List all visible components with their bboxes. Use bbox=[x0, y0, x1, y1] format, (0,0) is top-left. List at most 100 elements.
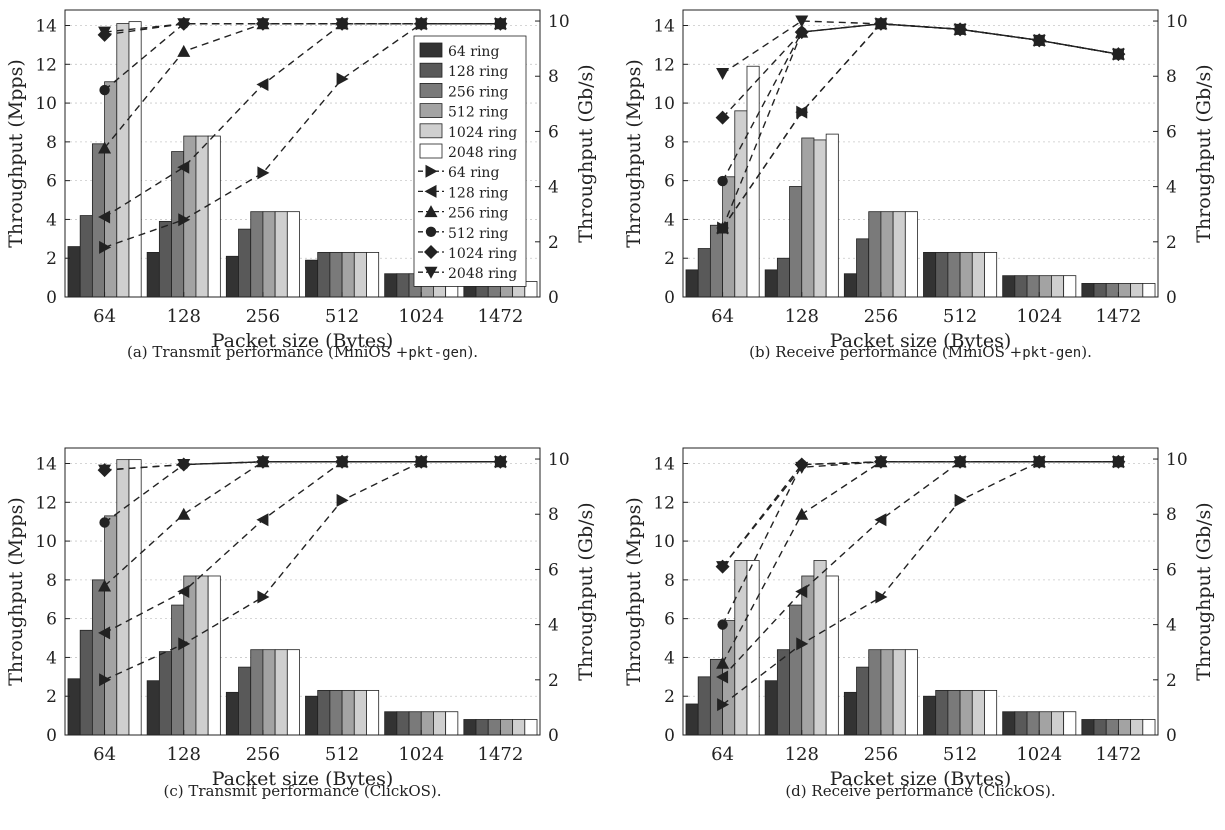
bar bbox=[709, 224, 723, 298]
y2-tick-label: 10 bbox=[548, 12, 570, 32]
bar bbox=[880, 649, 894, 736]
chart-panel-b: 0 2 4 6 8 10 12 14 0 2 4 6 8 10 64 128 256 512 1024 1472 Pac… bbox=[623, 9, 1215, 361]
bar bbox=[1142, 283, 1156, 298]
x-axis-label: Packet size (Bytes) bbox=[212, 330, 394, 352]
data-point bbox=[953, 456, 967, 469]
bar bbox=[329, 251, 343, 298]
plot-frame bbox=[64, 447, 541, 736]
bar bbox=[250, 649, 264, 736]
bar bbox=[1093, 283, 1107, 298]
y2-tick-label: 4 bbox=[548, 616, 559, 636]
bar bbox=[67, 246, 81, 298]
bar bbox=[341, 251, 355, 298]
bar bbox=[947, 251, 961, 298]
figure-caption: (b) Receive performance (MiniOS +pkt-gen… bbox=[749, 343, 1092, 361]
data-point bbox=[98, 626, 111, 640]
legend-marker bbox=[424, 266, 438, 279]
bar bbox=[789, 186, 803, 298]
bar bbox=[856, 666, 870, 736]
y-tick-label: 2 bbox=[46, 249, 57, 269]
series-line bbox=[722, 461, 1119, 568]
y-tick-label: 4 bbox=[46, 210, 57, 230]
bar bbox=[1105, 719, 1119, 736]
x-tick-label: 1024 bbox=[398, 744, 444, 765]
bar bbox=[1118, 283, 1132, 298]
y2-tick-label: 4 bbox=[1166, 616, 1177, 636]
legend-marker bbox=[425, 164, 438, 178]
bar bbox=[685, 703, 699, 736]
data-point bbox=[796, 637, 809, 651]
y-tick-label: 10 bbox=[35, 94, 57, 114]
data-point bbox=[414, 18, 428, 31]
y2-tick-label: 4 bbox=[1166, 178, 1177, 198]
y2-tick-label: 10 bbox=[548, 450, 570, 470]
legend-label: 512 ring bbox=[448, 226, 508, 242]
data-point bbox=[177, 585, 190, 598]
bar bbox=[776, 257, 790, 298]
legend-label: 128 ring bbox=[448, 185, 508, 201]
data-point bbox=[717, 619, 728, 630]
bar bbox=[250, 211, 264, 298]
bar bbox=[158, 220, 172, 298]
data-point bbox=[954, 493, 967, 507]
bar bbox=[183, 575, 197, 736]
chart-panel-a: 0 2 4 6 8 10 12 14 0 2 4 6 8 10 64 128 256 512 1024 1472 Pac… bbox=[5, 9, 597, 361]
y2-tick-label: 10 bbox=[1166, 450, 1188, 470]
legend-label: 1024 ring bbox=[448, 125, 517, 141]
bar bbox=[524, 719, 538, 736]
data-point bbox=[795, 15, 809, 28]
bar bbox=[685, 269, 699, 298]
bar bbox=[146, 251, 160, 298]
bar bbox=[1118, 719, 1132, 736]
series-line bbox=[104, 23, 501, 33]
figure-caption: (a) Transmit performance (MiniOS +pkt-ge… bbox=[127, 343, 478, 361]
caption-text: (a) Transmit performance (MiniOS + bbox=[127, 343, 408, 361]
y-axis-label: Throughput (Mpps) bbox=[5, 497, 27, 686]
bar bbox=[171, 604, 185, 736]
series-line bbox=[104, 461, 501, 587]
legend-swatch bbox=[419, 103, 443, 118]
bar bbox=[286, 211, 300, 298]
y2-tick-label: 0 bbox=[548, 288, 559, 308]
bar bbox=[843, 273, 857, 298]
legend-swatch bbox=[419, 83, 443, 98]
y-axis-label: Throughput (Mpps) bbox=[5, 59, 27, 248]
data-point bbox=[177, 507, 191, 520]
bar bbox=[262, 211, 276, 298]
bar bbox=[843, 691, 857, 736]
y-tick-label: 10 bbox=[653, 532, 675, 552]
y2-tick-label: 6 bbox=[1166, 560, 1177, 580]
bar bbox=[984, 251, 998, 298]
bar bbox=[524, 281, 538, 298]
bar bbox=[207, 575, 221, 736]
y2-tick-label: 6 bbox=[548, 560, 559, 580]
bar bbox=[317, 251, 331, 298]
data-point bbox=[1032, 34, 1046, 47]
data-point bbox=[256, 513, 269, 527]
y-tick-label: 2 bbox=[664, 687, 675, 707]
bar bbox=[1063, 711, 1077, 736]
bar bbox=[158, 651, 172, 736]
data-point bbox=[98, 579, 112, 592]
bar bbox=[904, 649, 918, 736]
data-point bbox=[875, 590, 888, 604]
bar bbox=[500, 719, 514, 736]
bar bbox=[1014, 275, 1028, 298]
bar bbox=[856, 238, 870, 298]
y-tick-label: 14 bbox=[653, 17, 675, 37]
series-line bbox=[722, 461, 1119, 678]
data-point bbox=[256, 78, 269, 92]
y2-tick-label: 4 bbox=[548, 178, 559, 198]
bar bbox=[801, 137, 815, 298]
bar bbox=[420, 711, 434, 736]
bar bbox=[892, 211, 906, 298]
bar bbox=[512, 719, 526, 736]
bar bbox=[225, 691, 239, 736]
bar bbox=[487, 719, 501, 736]
legend-box bbox=[413, 35, 527, 287]
series-line bbox=[722, 461, 1119, 568]
x-axis-label: Packet size (Bytes) bbox=[830, 330, 1012, 352]
bar bbox=[813, 139, 827, 298]
chart-panel-d: 0 2 4 6 8 10 12 14 0 2 4 6 8 10 64 128 256 512 1024 1472 Pac… bbox=[623, 447, 1215, 800]
